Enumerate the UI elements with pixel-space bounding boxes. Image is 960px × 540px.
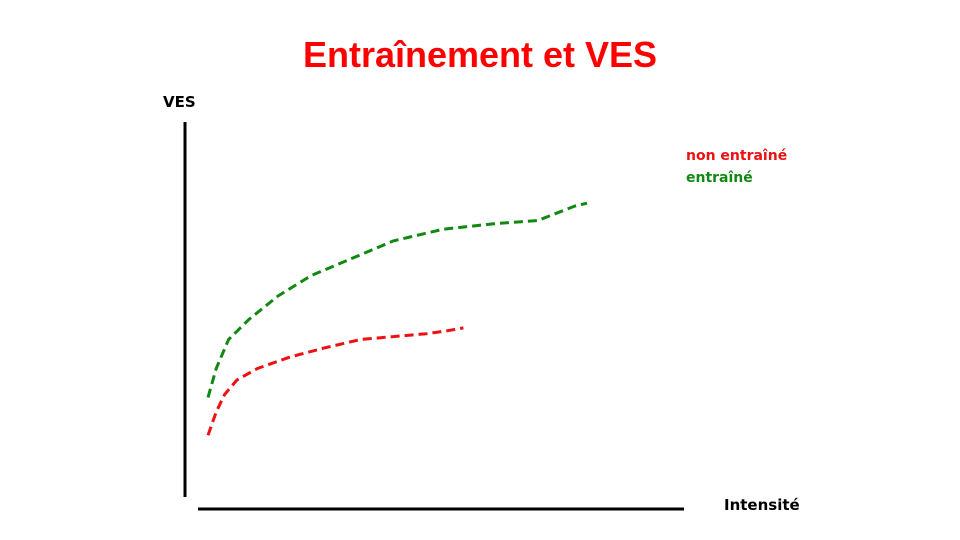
legend-entry-entraine: entraîné	[686, 170, 753, 186]
series-layer	[206, 201, 588, 436]
legend-entry-non-entraine: non entraîné	[686, 148, 788, 164]
chart-title: Entraînement et VES	[302, 34, 658, 75]
series-line-0	[206, 326, 464, 436]
y-axis-label: VES	[163, 93, 196, 111]
legend: non entraîné entraîné	[686, 145, 787, 189]
series-line-1	[206, 201, 588, 398]
x-axis-label: Intensité	[724, 496, 800, 514]
